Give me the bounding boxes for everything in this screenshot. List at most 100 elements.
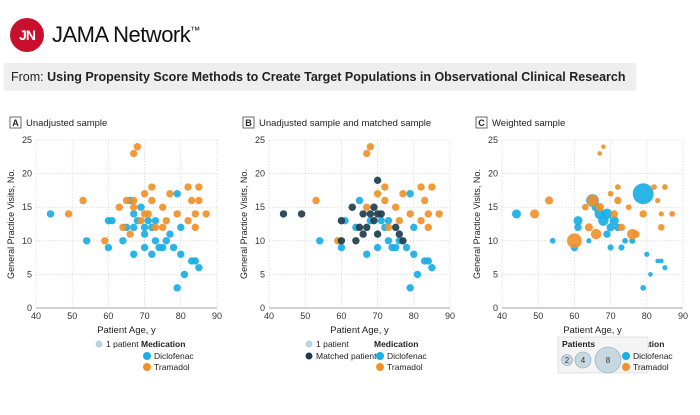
chart-panel-a: A Unadjusted sample 0 5 10 15 20 25 40 50 60 70 80 90…	[6, 116, 222, 372]
data-point-tramadol	[130, 196, 138, 205]
y-tick-label: 10	[22, 236, 32, 246]
legend-swatch-matched	[305, 352, 313, 360]
size-legend-label: 2	[565, 356, 570, 365]
legend-swatch-tramadol	[376, 363, 384, 371]
data-point-diclofenac	[108, 216, 116, 225]
panel-letter-box	[475, 116, 488, 129]
data-point-tramadol	[148, 196, 156, 205]
x-tick-label: 80	[642, 311, 652, 321]
x-tick-label: 80	[409, 311, 419, 321]
data-point-matched-patient	[395, 230, 404, 238]
data-point-tramadol	[417, 216, 425, 225]
legend-swatch-diclofenac	[143, 352, 151, 360]
data-point-diclofenac	[46, 210, 55, 218]
data-point-tramadol	[381, 196, 389, 205]
data-point-tramadol	[597, 151, 603, 156]
x-axis-label: Patient Age, y	[330, 325, 389, 336]
data-point-tramadol	[632, 230, 640, 238]
data-point-matched-patient	[373, 176, 382, 185]
y-tick-label: 10	[255, 236, 265, 246]
data-point-matched-patient	[337, 237, 346, 245]
y-tick-label: 5	[260, 269, 265, 279]
data-point-tramadol	[625, 204, 632, 211]
data-point-diclofenac	[609, 216, 619, 226]
data-point-diclofenac	[173, 190, 181, 198]
data-point-tramadol	[658, 211, 664, 217]
data-point-tramadol	[202, 210, 210, 218]
data-point-diclofenac	[603, 230, 611, 238]
data-point-diclofenac	[144, 216, 152, 225]
data-point-tramadol	[399, 190, 407, 198]
data-point-diclofenac	[355, 196, 364, 205]
y-tick-label: 15	[255, 202, 265, 212]
data-point-tramadol	[381, 183, 389, 191]
legend-label-diclofenac: Diclofenac	[633, 351, 673, 361]
data-point-diclofenac	[177, 250, 185, 258]
data-point-diclofenac	[406, 284, 414, 292]
data-point-diclofenac	[140, 243, 149, 252]
legend-label-tramadol: Tramadol	[633, 362, 669, 372]
data-point-diclofenac	[574, 223, 582, 232]
y-tick-label: 10	[488, 236, 498, 246]
data-point-matched-patient	[377, 210, 385, 218]
legend-swatch-diclofenac	[622, 352, 630, 360]
legend-label-tramadol: Tramadol	[154, 362, 190, 372]
data-point-matched-patient	[399, 237, 407, 245]
data-point-tramadol	[384, 223, 393, 232]
data-point-diclofenac	[191, 257, 199, 265]
data-point-diclofenac	[424, 257, 432, 265]
brand-name[interactable]: JAMA Network™	[52, 22, 200, 48]
article-title[interactable]: Using Propensity Score Methods to Create…	[47, 70, 626, 84]
y-tick-label: 0	[493, 303, 498, 313]
data-point-diclofenac	[658, 258, 664, 264]
data-point-tramadol	[586, 194, 599, 207]
legend: 1 patient Matched patient Medication Diclof…	[305, 339, 427, 372]
data-point-tramadol	[148, 183, 156, 191]
data-point-diclofenac	[629, 237, 636, 244]
trademark-symbol: ™	[190, 25, 200, 37]
legend-swatch-one-patient	[305, 340, 313, 348]
data-point-diclofenac	[119, 237, 127, 245]
panel-title: Unadjusted sample	[26, 118, 107, 129]
data-point-tramadol	[187, 196, 196, 205]
data-point-matched-patient	[359, 230, 367, 238]
x-tick-label: 40	[497, 311, 507, 321]
data-point-diclofenac	[137, 203, 145, 211]
data-point-diclofenac	[606, 223, 615, 232]
data-point-diclofenac	[662, 265, 668, 271]
y-axis-label: General Practice Visits, No.	[472, 169, 482, 279]
data-point-diclofenac	[644, 251, 650, 257]
data-point-diclofenac	[180, 270, 189, 279]
y-tick-label: 0	[27, 303, 32, 313]
y-tick-label: 5	[493, 269, 498, 279]
data-point-diclofenac	[648, 272, 653, 277]
data-point-tramadol	[162, 216, 171, 225]
jama-logo[interactable]: JN	[10, 18, 44, 52]
x-tick-label: 60	[103, 311, 113, 321]
size-legend-label: 4	[581, 356, 586, 365]
x-tick-label: 90	[445, 311, 455, 321]
data-point-tramadol	[191, 210, 199, 218]
data-point-diclofenac	[169, 243, 178, 252]
data-point-tramadol	[173, 210, 181, 218]
data-point-tramadol	[567, 233, 582, 249]
data-point-diclofenac	[315, 237, 324, 245]
data-point-tramadol	[417, 183, 425, 191]
data-point-tramadol	[601, 144, 606, 150]
data-point-tramadol	[122, 196, 131, 205]
x-tick-label: 50	[67, 311, 77, 321]
panel-letter: C	[478, 118, 485, 128]
panel-title: Unadjusted sample and matched sample	[259, 118, 431, 129]
data-point-tramadol	[424, 223, 432, 232]
data-point-tramadol	[420, 196, 429, 205]
data-point-diclofenac	[130, 210, 138, 218]
data-point-diclofenac	[607, 244, 614, 251]
size-legend-title: Patients	[562, 339, 595, 349]
data-point-diclofenac	[601, 208, 613, 220]
data-point-tramadol	[115, 203, 123, 211]
chart-panel-c: C Weighted sample 0 5 10 15 20 25 40 50 60 70 80 90 Pa…	[472, 116, 688, 374]
data-point-diclofenac	[640, 284, 647, 291]
x-tick-label: 60	[569, 311, 579, 321]
data-point-tramadol	[424, 210, 432, 218]
data-point-tramadol	[101, 237, 109, 245]
